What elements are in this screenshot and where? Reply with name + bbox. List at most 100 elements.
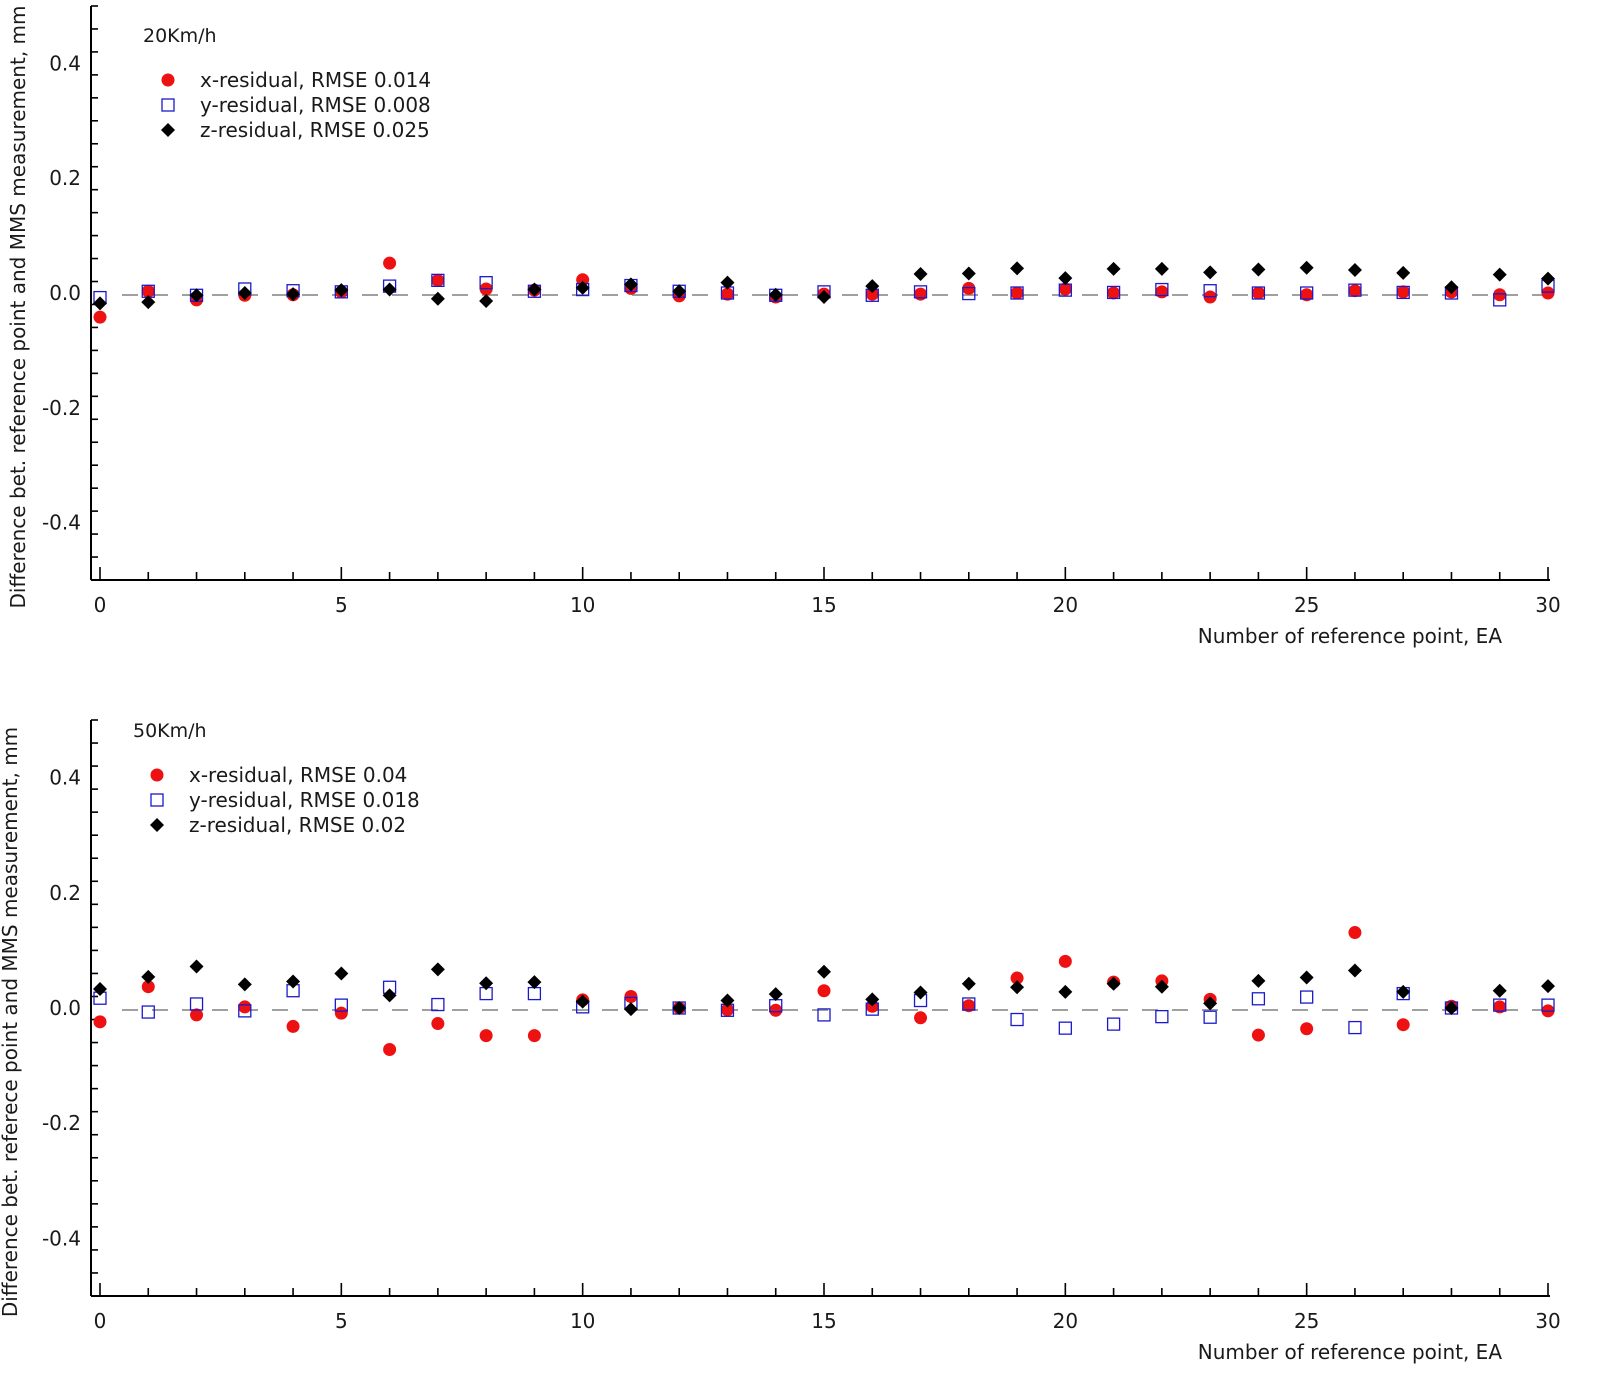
circle-point xyxy=(1300,1022,1314,1036)
open-square-point xyxy=(1300,286,1314,300)
x-tick-label: 20 xyxy=(1053,1309,1078,1333)
x-axis-title: Number of reference point, EA xyxy=(1198,624,1503,648)
filled-diamond-point xyxy=(817,964,831,979)
series-circle xyxy=(93,926,1555,1056)
circle-point xyxy=(720,287,734,301)
open-square-point xyxy=(431,997,445,1012)
y-tick-label: 0.0 xyxy=(49,281,81,305)
open-square-point xyxy=(1058,1021,1072,1035)
filled-diamond-point xyxy=(1347,263,1362,278)
legend-marker-filled-diamond xyxy=(161,123,175,137)
circle-point xyxy=(962,281,976,295)
y-tick-label: -0.4 xyxy=(42,511,81,535)
y-axis-title: Difference bet. referece point and MMS m… xyxy=(0,727,22,1317)
filled-diamond-point xyxy=(1203,996,1218,1011)
open-square-point xyxy=(817,1008,831,1022)
filled-diamond-point xyxy=(1444,1001,1459,1015)
filled-diamond-point xyxy=(623,1002,638,1017)
filled-diamond-point xyxy=(1541,271,1555,286)
filled-diamond-point xyxy=(672,1001,687,1015)
filled-diamond-point xyxy=(141,969,156,984)
open-square-point xyxy=(1493,998,1507,1012)
filled-diamond-point xyxy=(1154,261,1169,276)
x-tick-label: 15 xyxy=(811,593,836,617)
circle-point xyxy=(431,273,445,287)
filled-diamond-point xyxy=(286,974,301,989)
x-tick-label: 20 xyxy=(1053,593,1078,617)
open-square-point xyxy=(1396,285,1410,300)
filled-diamond-point xyxy=(334,283,349,298)
circle-point xyxy=(93,310,107,324)
series-filled-diamond xyxy=(93,260,1555,311)
filled-diamond-point xyxy=(141,295,156,310)
series-open-square xyxy=(93,273,1555,307)
circle-point xyxy=(141,980,155,994)
filled-diamond-point xyxy=(1541,979,1555,994)
x-tick-label: 25 xyxy=(1294,593,1319,617)
circle-point xyxy=(1251,286,1265,300)
filled-diamond-point xyxy=(1347,963,1362,978)
x-tick-label: 5 xyxy=(335,593,348,617)
y-tick-label: 0.2 xyxy=(49,166,81,190)
filled-diamond-point xyxy=(575,994,590,1009)
x-axis-title: Number of reference point, EA xyxy=(1198,1340,1503,1364)
circle-point xyxy=(1155,285,1169,299)
filled-diamond-point xyxy=(1396,265,1411,280)
filled-diamond-point xyxy=(961,976,976,991)
filled-diamond-point xyxy=(1058,984,1073,999)
legend-marker-filled-diamond xyxy=(150,818,164,832)
series-filled-diamond xyxy=(93,959,1555,1017)
open-square-point xyxy=(334,998,348,1012)
open-square-point xyxy=(1300,990,1314,1004)
legend-marker-circle xyxy=(150,768,164,782)
filled-diamond-point xyxy=(768,987,783,1002)
open-square-point xyxy=(238,1004,252,1018)
circle-point xyxy=(1107,286,1121,300)
open-square-point xyxy=(1541,998,1555,1012)
circle-point xyxy=(479,1029,493,1043)
open-square-point xyxy=(527,986,542,1001)
x-tick-label: 0 xyxy=(94,1309,107,1333)
open-square-point xyxy=(1251,992,1266,1006)
circle-point xyxy=(1058,282,1072,296)
filled-diamond-point xyxy=(479,294,494,309)
open-square-point xyxy=(479,276,493,290)
series-open-square xyxy=(93,980,1555,1035)
filled-diamond-point xyxy=(913,267,928,282)
filled-diamond-point xyxy=(237,977,252,992)
filled-diamond-point xyxy=(382,988,397,1003)
open-square-point xyxy=(1155,282,1169,297)
legend-label: y-residual, RMSE 0.018 xyxy=(189,788,420,812)
filled-diamond-point xyxy=(1058,271,1073,286)
filled-diamond-point xyxy=(1106,261,1121,276)
filled-diamond-point xyxy=(961,266,976,281)
open-square-point xyxy=(1203,284,1217,298)
x-tick-label: 30 xyxy=(1535,593,1560,617)
open-square-point xyxy=(1348,283,1362,297)
filled-diamond-point xyxy=(672,284,687,299)
filled-diamond-point xyxy=(1010,261,1025,276)
filled-diamond-point xyxy=(527,975,542,990)
filled-diamond-point xyxy=(865,279,880,294)
open-square-point xyxy=(141,1005,155,1019)
legend: x-residual, RMSE 0.04y-residual, RMSE 0.… xyxy=(150,763,420,837)
circle-point xyxy=(1010,286,1024,300)
circle-point xyxy=(1348,926,1362,940)
filled-diamond-point xyxy=(430,291,445,306)
y-axis-title: Difference bet. reference point and MMS … xyxy=(6,6,30,609)
legend-marker-open-square xyxy=(150,793,164,807)
filled-diamond-point xyxy=(189,288,204,303)
circle-point xyxy=(190,1008,204,1022)
y-tick-label: 0.4 xyxy=(49,51,81,75)
open-square-point xyxy=(962,286,976,301)
filled-diamond-point xyxy=(527,282,542,297)
y-tick-label: -0.2 xyxy=(42,1111,81,1135)
filled-diamond-point xyxy=(382,282,397,297)
filled-diamond-point xyxy=(1299,260,1314,275)
filled-diamond-point xyxy=(189,959,204,974)
filled-diamond-point xyxy=(1492,267,1507,282)
legend-marker-circle xyxy=(161,73,175,87)
filled-diamond-point xyxy=(1444,280,1459,295)
